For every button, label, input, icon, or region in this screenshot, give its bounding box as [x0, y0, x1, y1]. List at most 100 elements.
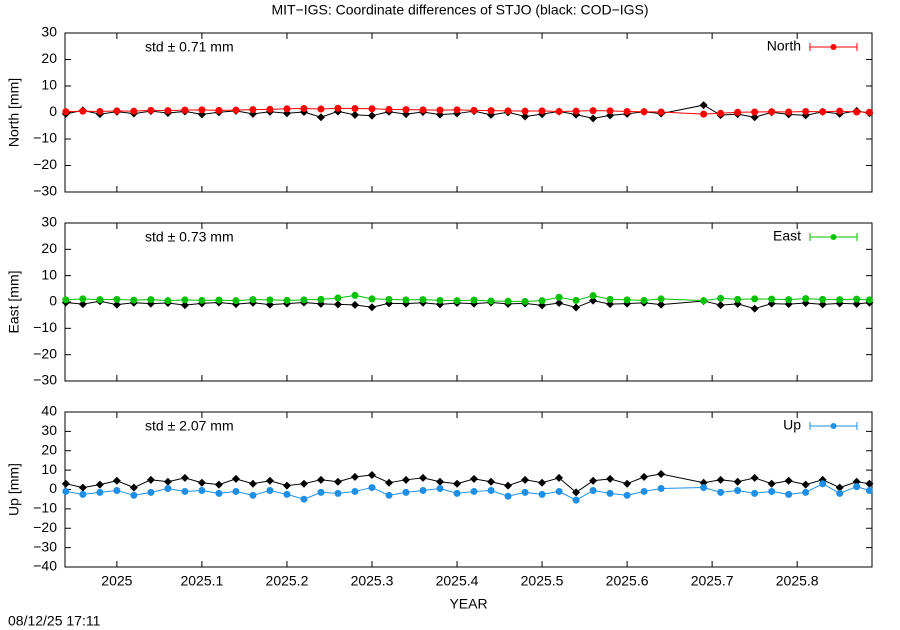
point — [129, 483, 138, 492]
point — [555, 487, 563, 495]
legend-label: North — [767, 38, 801, 54]
point — [96, 296, 104, 304]
point — [334, 294, 342, 302]
point — [453, 489, 461, 497]
y-tick-label: −20 — [33, 156, 57, 172]
y-axis-label: East [mm] — [6, 270, 22, 333]
point — [130, 296, 138, 304]
y-tick-label: 0 — [49, 103, 57, 119]
point — [785, 108, 793, 116]
y-tick-label: 30 — [41, 422, 57, 438]
point — [198, 106, 206, 114]
y-tick-label: 30 — [41, 214, 57, 230]
point — [367, 111, 376, 120]
point — [801, 480, 810, 489]
point — [453, 297, 461, 305]
point — [300, 105, 308, 113]
point — [504, 297, 512, 305]
point — [385, 295, 393, 303]
point — [640, 487, 648, 495]
point — [521, 112, 530, 121]
point — [78, 300, 87, 309]
point — [367, 303, 376, 312]
point — [164, 107, 172, 115]
point — [802, 107, 810, 115]
point — [819, 108, 827, 116]
point — [248, 479, 257, 488]
y-tick-label: −10 — [33, 500, 57, 516]
point — [436, 485, 444, 493]
point — [470, 106, 478, 114]
y-tick-label: 10 — [41, 77, 57, 93]
point — [700, 110, 708, 118]
point — [351, 105, 359, 113]
y-tick-label: −10 — [33, 319, 57, 335]
point — [717, 488, 725, 496]
point — [351, 487, 359, 495]
point — [733, 477, 742, 486]
point — [785, 490, 793, 498]
point — [767, 479, 776, 488]
point — [768, 108, 776, 116]
point — [700, 297, 708, 305]
point — [640, 108, 648, 116]
point — [62, 487, 70, 495]
point — [589, 486, 597, 494]
point — [402, 296, 410, 304]
point — [750, 473, 759, 482]
point — [785, 296, 793, 304]
point — [640, 296, 648, 304]
point — [62, 108, 70, 116]
point — [572, 488, 581, 497]
chart-title: MIT−IGS: Coordinate differences of STJO … — [271, 2, 648, 18]
point — [385, 491, 393, 499]
point — [865, 479, 874, 488]
point — [197, 478, 206, 487]
point — [181, 106, 189, 114]
x-tick-label: 2025.6 — [606, 573, 649, 589]
point — [538, 478, 547, 487]
point — [266, 486, 274, 494]
y-tick-label: 10 — [41, 266, 57, 282]
point — [504, 492, 512, 500]
point — [717, 294, 725, 302]
point — [836, 296, 844, 304]
y-tick-label: −10 — [33, 130, 57, 146]
point — [734, 486, 742, 494]
point — [181, 487, 189, 495]
point — [853, 483, 861, 491]
point — [198, 296, 206, 304]
point — [623, 296, 631, 304]
point — [865, 296, 873, 304]
point — [750, 113, 759, 122]
point — [232, 297, 240, 305]
point — [333, 477, 342, 486]
point — [716, 475, 725, 484]
point — [589, 292, 597, 300]
point — [572, 496, 580, 504]
y-tick-label: 40 — [41, 403, 57, 419]
point — [215, 296, 223, 304]
point — [317, 105, 325, 113]
point — [453, 106, 461, 114]
point — [836, 107, 844, 115]
point — [538, 297, 546, 305]
point — [572, 296, 580, 304]
point — [333, 300, 342, 309]
point — [504, 107, 512, 115]
point — [835, 483, 844, 492]
y-tick-label: −30 — [33, 183, 57, 199]
point — [419, 296, 427, 304]
y-tick-label: 0 — [49, 293, 57, 309]
point — [734, 108, 742, 116]
point — [606, 107, 614, 115]
point — [657, 108, 665, 116]
point — [78, 483, 87, 492]
point — [487, 107, 495, 115]
annotation: std ± 0.71 mm — [145, 39, 234, 55]
point — [589, 114, 598, 123]
point — [487, 477, 496, 486]
point — [113, 295, 121, 303]
point — [163, 477, 172, 486]
